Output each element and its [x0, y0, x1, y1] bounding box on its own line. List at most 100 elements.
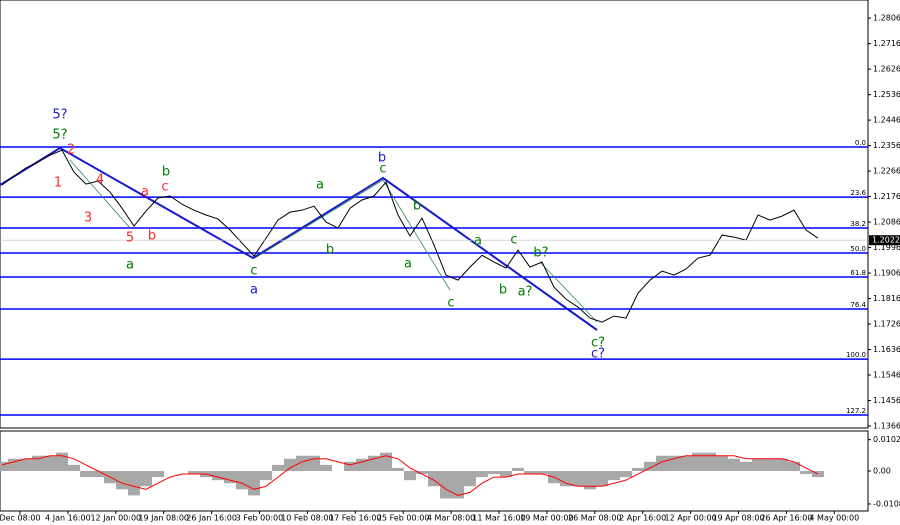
osc-bar	[356, 458, 368, 471]
price-line	[1, 149, 819, 323]
osc-bar	[464, 471, 476, 487]
osc-bar	[692, 452, 704, 471]
osc-bar	[272, 464, 284, 471]
y-tick-label: 1.2716	[873, 39, 900, 48]
wave-label: a	[316, 178, 324, 193]
y-tick-label: 1.1726	[873, 320, 900, 329]
osc-bar	[224, 471, 236, 484]
osc-bar	[608, 471, 620, 481]
wave-label: 4	[96, 173, 104, 188]
osc-bar	[596, 471, 608, 487]
x-tick-label: 4 May 00:00	[809, 514, 859, 523]
wave-label: a	[126, 258, 134, 273]
wave-label: b	[162, 165, 170, 180]
x-tick-label: 4 Jan 16:00	[45, 514, 91, 523]
osc-bar	[416, 471, 428, 475]
wave-label: b	[378, 151, 386, 166]
wave-label: c	[161, 180, 168, 195]
x-tick-label: 25 Feb 00:00	[377, 514, 429, 523]
osc-bar	[380, 452, 392, 471]
osc-bar	[56, 452, 68, 471]
y-tick-label: 1.1366	[873, 422, 900, 431]
x-tick-label: 11 Mar 16:00	[472, 514, 525, 523]
osc-bar	[188, 471, 200, 475]
osc-bar	[644, 461, 656, 471]
x-tick-label: 12 Jan 00:00	[90, 514, 141, 523]
osc-bar	[776, 458, 788, 471]
wave-label: c	[250, 264, 257, 279]
sub-wave-line	[69, 159, 131, 229]
x-tick-label: 4 Mar 08:00	[427, 514, 475, 523]
sub-wave-line	[539, 261, 598, 323]
osc-bar	[740, 461, 752, 471]
fib-label: 127.2	[846, 407, 866, 415]
fib-label: 23.6	[850, 189, 866, 197]
wave-label: 2	[67, 143, 75, 158]
wave-label: b	[499, 283, 507, 298]
osc-bar	[524, 471, 536, 475]
y-tick-label: 1.2806	[873, 14, 900, 23]
osc-bar	[68, 464, 80, 471]
osc-bar	[680, 455, 692, 471]
y-tick-label: 1.2626	[873, 65, 900, 74]
fib-label: 0.0	[855, 139, 866, 147]
osc-bar	[212, 471, 224, 481]
osc-bar	[92, 471, 104, 478]
wave-label: c	[510, 233, 517, 248]
osc-bar	[440, 471, 452, 499]
wave-label: b	[148, 229, 156, 244]
price-tag: 1.2022	[872, 236, 900, 245]
fib-label: 38.2	[850, 220, 866, 228]
osc-bar	[32, 455, 44, 471]
osc-bar	[284, 458, 296, 471]
osc-bar	[308, 455, 320, 471]
wave-label: c?	[591, 336, 605, 351]
y-tick-label: 1.1546	[873, 371, 900, 380]
osc-bar	[476, 471, 488, 478]
osc-bar	[788, 461, 800, 471]
osc-bar	[392, 467, 404, 471]
y-tick-label: 1.1456	[873, 396, 900, 405]
osc-bar	[128, 471, 140, 496]
wave-label: 5	[126, 231, 134, 246]
osc-bar	[500, 471, 512, 478]
osc-bar	[536, 471, 548, 475]
x-tick-label: 26 Mar 08:00	[568, 514, 621, 523]
osc-bar	[764, 458, 776, 471]
osc-y-tick-label: -0.0108	[873, 499, 900, 508]
plot-layer: 1.2806 1.2716 1.2626 1.2536 1.2446 1.2356 1.22…	[0, 14, 900, 523]
y-tick-label: 1.1996	[873, 243, 900, 252]
wave-label: 3	[84, 211, 92, 226]
wave-label: a?	[518, 285, 533, 300]
wave-label: a	[250, 283, 258, 298]
osc-bar	[584, 471, 596, 490]
y-tick-label: 1.2536	[873, 90, 900, 99]
y-tick-label: 1.2446	[873, 116, 900, 125]
fib-label: 50.0	[850, 245, 866, 253]
y-tick-label: 1.2176	[873, 192, 900, 201]
sub-wave-line	[382, 179, 451, 291]
wave-label: a	[474, 234, 482, 249]
wave-label: 1	[54, 176, 62, 191]
osc-bar	[0, 461, 8, 471]
osc-bar	[248, 471, 260, 496]
wave-label: c	[379, 162, 386, 177]
osc-bar	[716, 455, 728, 471]
wave-label: c	[447, 296, 454, 311]
x-tick-label: 26 Jan 16:00	[186, 514, 237, 523]
x-tick-label: 26 Apr 16:00	[760, 514, 812, 523]
x-tick-label: 19 Apr 08:00	[712, 514, 764, 523]
y-tick-label: 1.1816	[873, 294, 900, 303]
wave-label: 5?	[52, 108, 67, 123]
osc-bar	[620, 471, 632, 478]
osc-bar	[632, 467, 644, 471]
x-tick-label: 2 Apr 16:00	[619, 514, 666, 523]
x-tick-label: 3 Feb 00:00	[236, 514, 283, 523]
osc-bar	[140, 471, 152, 487]
y-tick-label: 1.1906	[873, 269, 900, 278]
y-tick-label: 1.2356	[873, 141, 900, 150]
wave-label: b	[413, 199, 421, 214]
osc-bar	[236, 471, 248, 490]
osc-bar	[44, 455, 56, 471]
